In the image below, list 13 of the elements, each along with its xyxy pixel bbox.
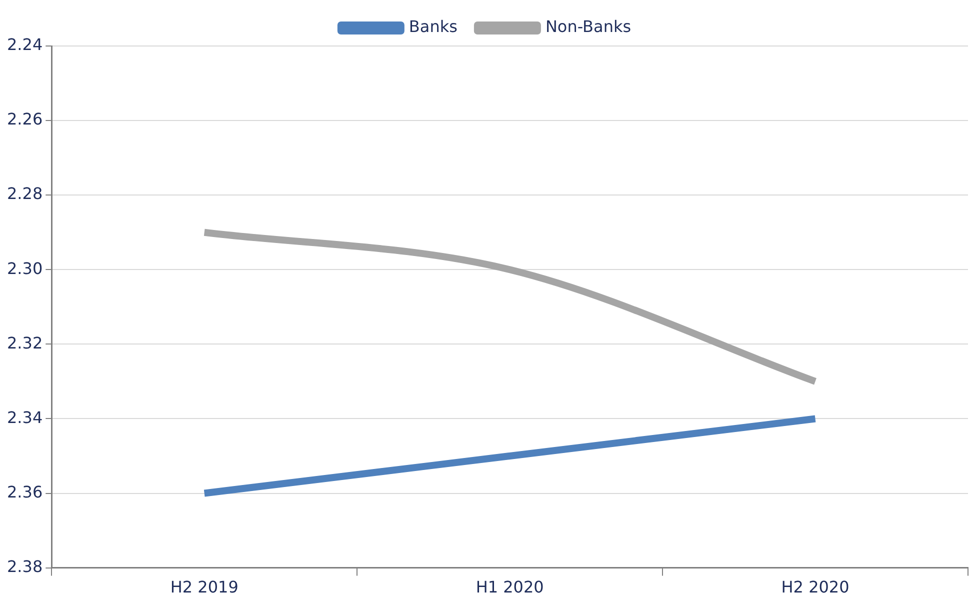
x-tick-label: H2 2020 [781,578,850,597]
legend-label: Non-Banks [545,17,632,36]
y-tick-label: 2.32 [7,333,43,352]
x-tick-label: H1 2020 [476,578,544,597]
y-tick-label: 2.30 [7,258,43,278]
y-tick-label: 2.28 [7,184,43,204]
y-tick-label: 2.24 [7,35,43,54]
legend-label: Banks [408,17,458,36]
y-tick-label: 2.26 [7,110,43,129]
y-tick-label: 2.36 [7,482,43,502]
y-tick-label: 2.34 [7,408,43,427]
y-tick-label: 2.38 [7,556,43,576]
x-tick-label: H2 2019 [170,578,238,597]
